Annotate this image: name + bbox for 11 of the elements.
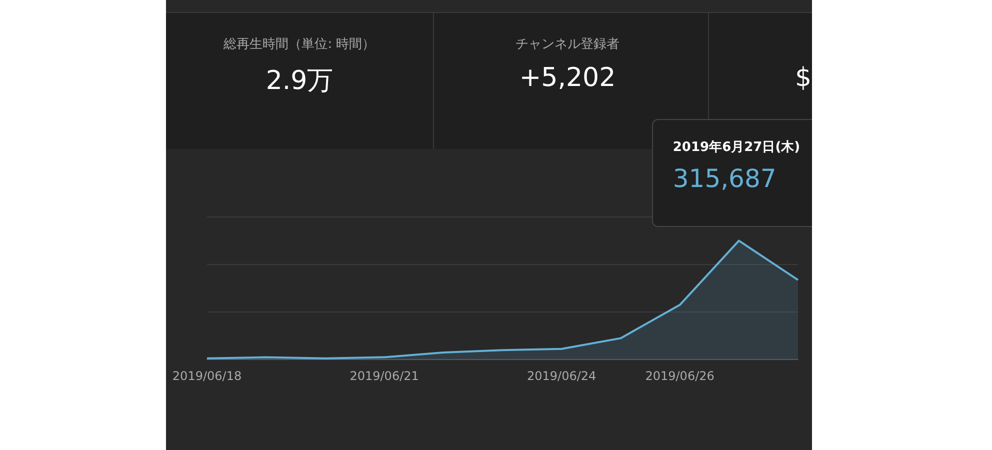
text: チャンネル登録者	[514, 36, 620, 53]
text: 315,687	[672, 164, 776, 193]
x-tick-label: 2019/06/24	[527, 368, 596, 383]
x-tick-label: 2019/06/21	[350, 368, 419, 383]
text: $	[795, 63, 813, 93]
text: 2.9万	[264, 65, 334, 98]
text: 総再生時間（単位: 時間）	[222, 36, 376, 53]
text: 2019年6月27日(木)	[672, 138, 800, 156]
x-tick-label: 2019/06/26	[645, 368, 714, 383]
text: +5,202	[518, 63, 617, 93]
x-tick-label: 2019/06/18	[172, 368, 242, 383]
